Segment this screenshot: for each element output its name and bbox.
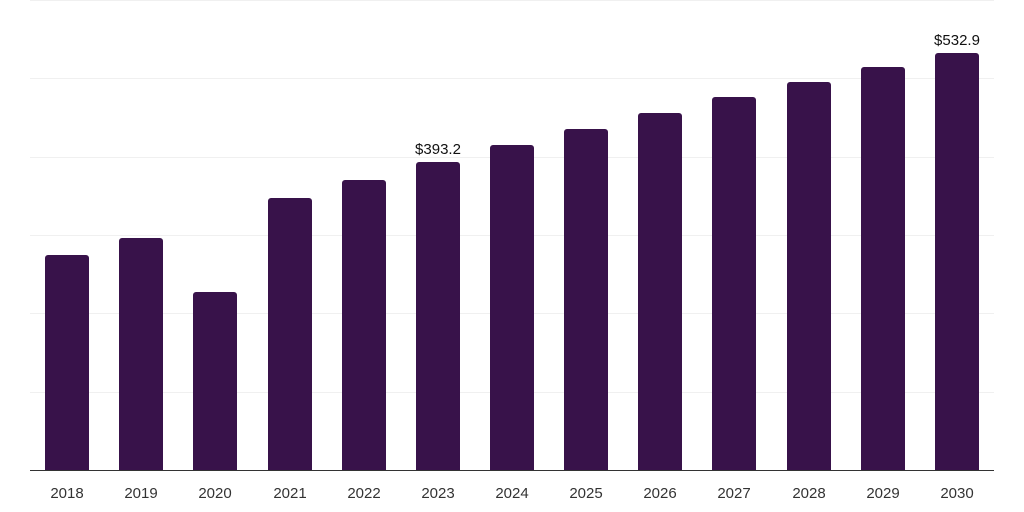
bar-2020[interactable] [193,292,237,470]
x-tick-label: 2030 [940,485,974,502]
bar-2019[interactable] [119,238,163,470]
bar-2018[interactable] [45,255,89,470]
bar-2027[interactable] [712,97,756,470]
bar-2022[interactable] [342,180,386,470]
bar-2028[interactable] [787,82,831,470]
x-tick-label: 2018 [50,485,84,502]
x-tick-label: 2023 [421,485,455,502]
bar-2025[interactable] [564,129,608,470]
bar-2026[interactable] [638,113,682,470]
x-tick-label: 2028 [792,485,826,502]
x-tick-label: 2022 [347,485,381,502]
x-tick-label: 2029 [866,485,900,502]
x-tick-label: 2021 [273,485,307,502]
gridline [30,78,994,79]
data-label-2023: $393.2 [415,141,461,158]
x-axis-line [30,470,994,471]
x-tick-label: 2019 [124,485,158,502]
gridline [30,0,994,1]
x-tick-label: 2027 [717,485,751,502]
bar-2023[interactable] [416,162,460,470]
x-tick-label: 2025 [569,485,603,502]
x-tick-label: 2024 [495,485,529,502]
x-tick-label: 2020 [198,485,232,502]
bar-2029[interactable] [861,67,905,470]
data-label-2030: $532.9 [934,32,980,49]
bar-2030[interactable] [935,53,979,470]
bar-2024[interactable] [490,145,534,470]
x-tick-label: 2026 [643,485,677,502]
bar-2021[interactable] [268,198,312,470]
